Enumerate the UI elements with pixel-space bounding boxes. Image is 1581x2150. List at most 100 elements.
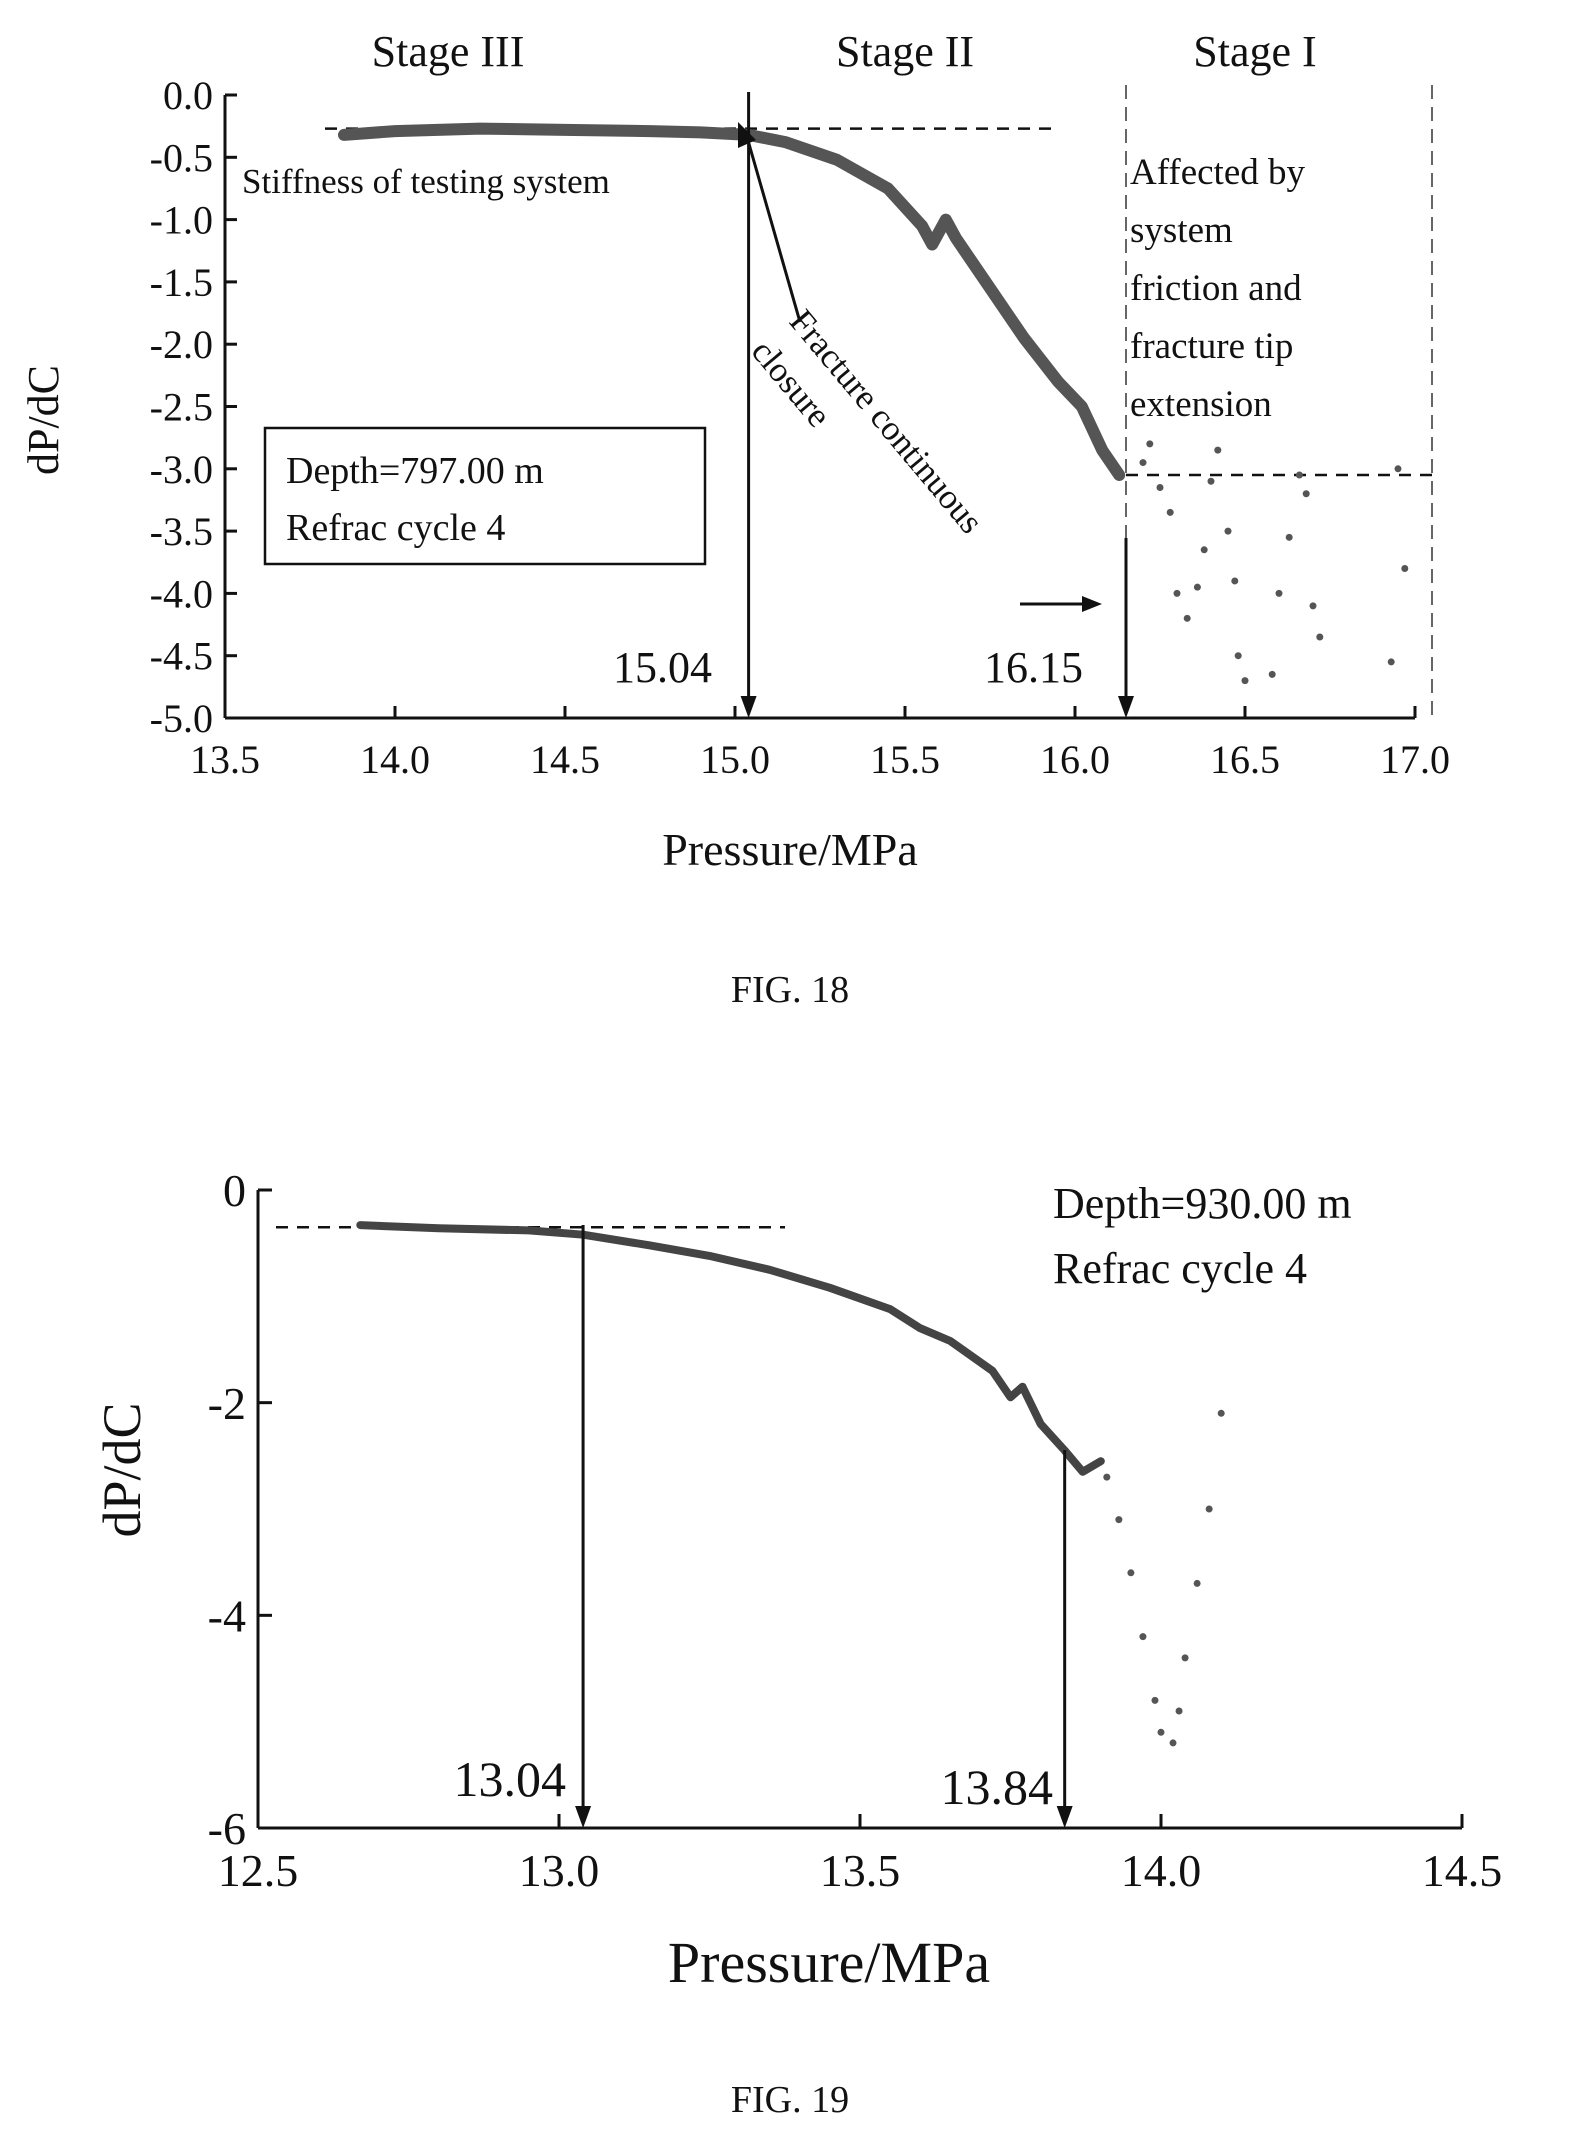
fig18-marker-1504: 15.04 [613,643,712,692]
fig19-x-tick-label: 14.0 [1121,1845,1202,1896]
fig19-chart: 12.5 13.0 13.5 14.0 14.5 0 -2 -4 -6 Depth=930.00… [92,1165,1502,2121]
fig19-y-tick-label: -6 [208,1803,246,1854]
fig18-fracture-arrow [743,129,802,323]
fig19-series-line [356,1221,1105,1476]
fig18-data-point [1302,490,1310,498]
fig18-stage-2: Stage II [836,27,974,76]
fig19-data-point [1175,1707,1183,1715]
fig18-y-tick-label: -1.5 [150,260,213,305]
fig19-arrowhead [575,1806,592,1828]
fig18-data-point [1241,677,1249,685]
fig18-arrowhead [738,122,756,148]
fig18-stiffness-label: Stiffness of testing system [242,162,610,201]
fig19-marker-1384: 13.84 [941,1759,1054,1815]
fig19-data-point [1181,1654,1189,1662]
fig18-data-point [1268,670,1276,678]
fig19-y-tick-label: -4 [208,1590,246,1641]
fig19-data-point [1169,1739,1177,1747]
fig19-x-tick-label: 13.0 [519,1845,600,1896]
fig19-data-point [1139,1633,1147,1641]
fig19-xlabel: Pressure/MPa [668,1930,990,1995]
fig18-data-point [1214,446,1222,454]
fig19-depth-label: Depth=930.00 m [1053,1179,1352,1228]
fig19-caption: FIG. 19 [731,2079,849,2121]
fig18-x-tick-label: 15.5 [870,737,940,782]
fig18-data-point [1387,658,1395,666]
fig19-data-point [1127,1569,1135,1577]
fig19-data-point [1193,1579,1201,1587]
fig18-y-tick-label: -5.0 [150,696,213,741]
fig18-data-point [1275,589,1283,597]
fig18-arrowhead [1082,596,1102,612]
fig18-data-point [1295,471,1303,479]
fig18-data-point [1156,483,1164,491]
fig18-affected-line-3: friction and [1130,268,1302,309]
fig18-affected-line-2: system [1130,210,1233,251]
fig18-data-point [1309,602,1317,610]
fig18-data-point [1401,564,1409,572]
fig19-data-point [1115,1516,1123,1524]
fig19-marker-1304: 13.04 [454,1751,567,1807]
fig18-caption: FIG. 18 [731,969,849,1011]
fig18-data-point [1224,527,1232,535]
fig19-arrowhead [1056,1806,1073,1828]
fig18-affected-line-4: fracture tip [1130,326,1293,367]
fig19-data-point [1217,1409,1225,1417]
fig18-cycle-label: Refrac cycle 4 [286,507,505,549]
fig18-data-point [1193,583,1201,591]
fig18-y-tick-label: -0.5 [150,135,213,180]
fig18-data-point [1173,589,1181,597]
fig18-info-box [263,426,707,566]
fig18-plot-area: 13.5 14.0 14.5 15.0 15.5 16.0 16.5 17.0 0.0 -0.5 -… [150,73,1450,782]
fig19-data-point [1103,1473,1111,1481]
fig19-x-tick-label: 12.5 [218,1845,299,1896]
fig19-x-tick-label: 13.5 [820,1845,901,1896]
fig18-arrowhead [1118,696,1134,718]
fig18-data-point [1285,533,1293,541]
fig18-y-tick-label: -4.5 [150,634,213,679]
fig19-ylabel: dP/dC [92,1402,152,1537]
fig18-x-tick-label: 16.0 [1040,737,1110,782]
fig18-x-tick-label: 16.5 [1210,737,1280,782]
fig18-arrowhead [740,696,757,718]
fig19-y-tick-label: -2 [208,1378,246,1429]
fig18-data-point [1207,477,1215,485]
fig18-y-tick-label: -3.0 [150,447,213,492]
fig18-y-tick-label: 0.0 [163,73,213,118]
fig19-y-tick-label: 0 [223,1165,246,1216]
fig18-y-tick-label: -4.0 [150,571,213,616]
fig18-stage-1: Stage I [1193,27,1316,76]
fig18-x-tick-label: 17.0 [1380,737,1450,782]
fig18-data-point [1316,633,1324,641]
fig18-x-tick-label: 15.0 [700,737,770,782]
fig18-series-line [338,122,1126,481]
fig18-stage-3: Stage III [372,27,525,76]
fig18-chart: 13.5 14.0 14.5 15.0 15.5 16.0 16.5 17.0 0.0 -0.5 -… [19,27,1450,1011]
fig18-xlabel: Pressure/MPa [662,824,918,875]
fig18-data-point [1183,614,1191,622]
fig19-cycle-label: Refrac cycle 4 [1053,1244,1307,1293]
fig18-y-tick-label: -3.5 [150,509,213,554]
fig18-data-point [1139,459,1147,467]
fig19-data-point [1205,1505,1213,1513]
fig19-x-tick-label: 14.5 [1422,1845,1503,1896]
fig18-x-tick-label: 14.0 [360,737,430,782]
fig19-data-point [1151,1696,1159,1704]
fig18-marker-1615: 16.15 [984,643,1083,692]
fig18-affected-line-5: extension [1130,384,1272,425]
fig18-y-tick-label: -1.0 [150,198,213,243]
fig18-data-point [1231,577,1239,585]
fig18-y-tick-label: -2.5 [150,385,213,430]
fig19-data-point [1157,1728,1165,1736]
fig18-affected-line-1: Affected by [1130,152,1305,193]
fig18-y-tick-label: -2.0 [150,322,213,367]
fig18-depth-label: Depth=797.00 m [286,450,544,492]
fig18-data-point [1234,652,1242,660]
fig18-ylabel: dP/dC [19,365,68,475]
fig18-data-point [1146,440,1154,448]
fig18-x-tick-label: 13.5 [190,737,260,782]
fig18-data-point [1166,508,1174,516]
fig19-plot-area: 12.5 13.0 13.5 14.0 14.5 0 -2 -4 -6 [208,1165,1503,1896]
fig18-data-point [1200,546,1208,554]
